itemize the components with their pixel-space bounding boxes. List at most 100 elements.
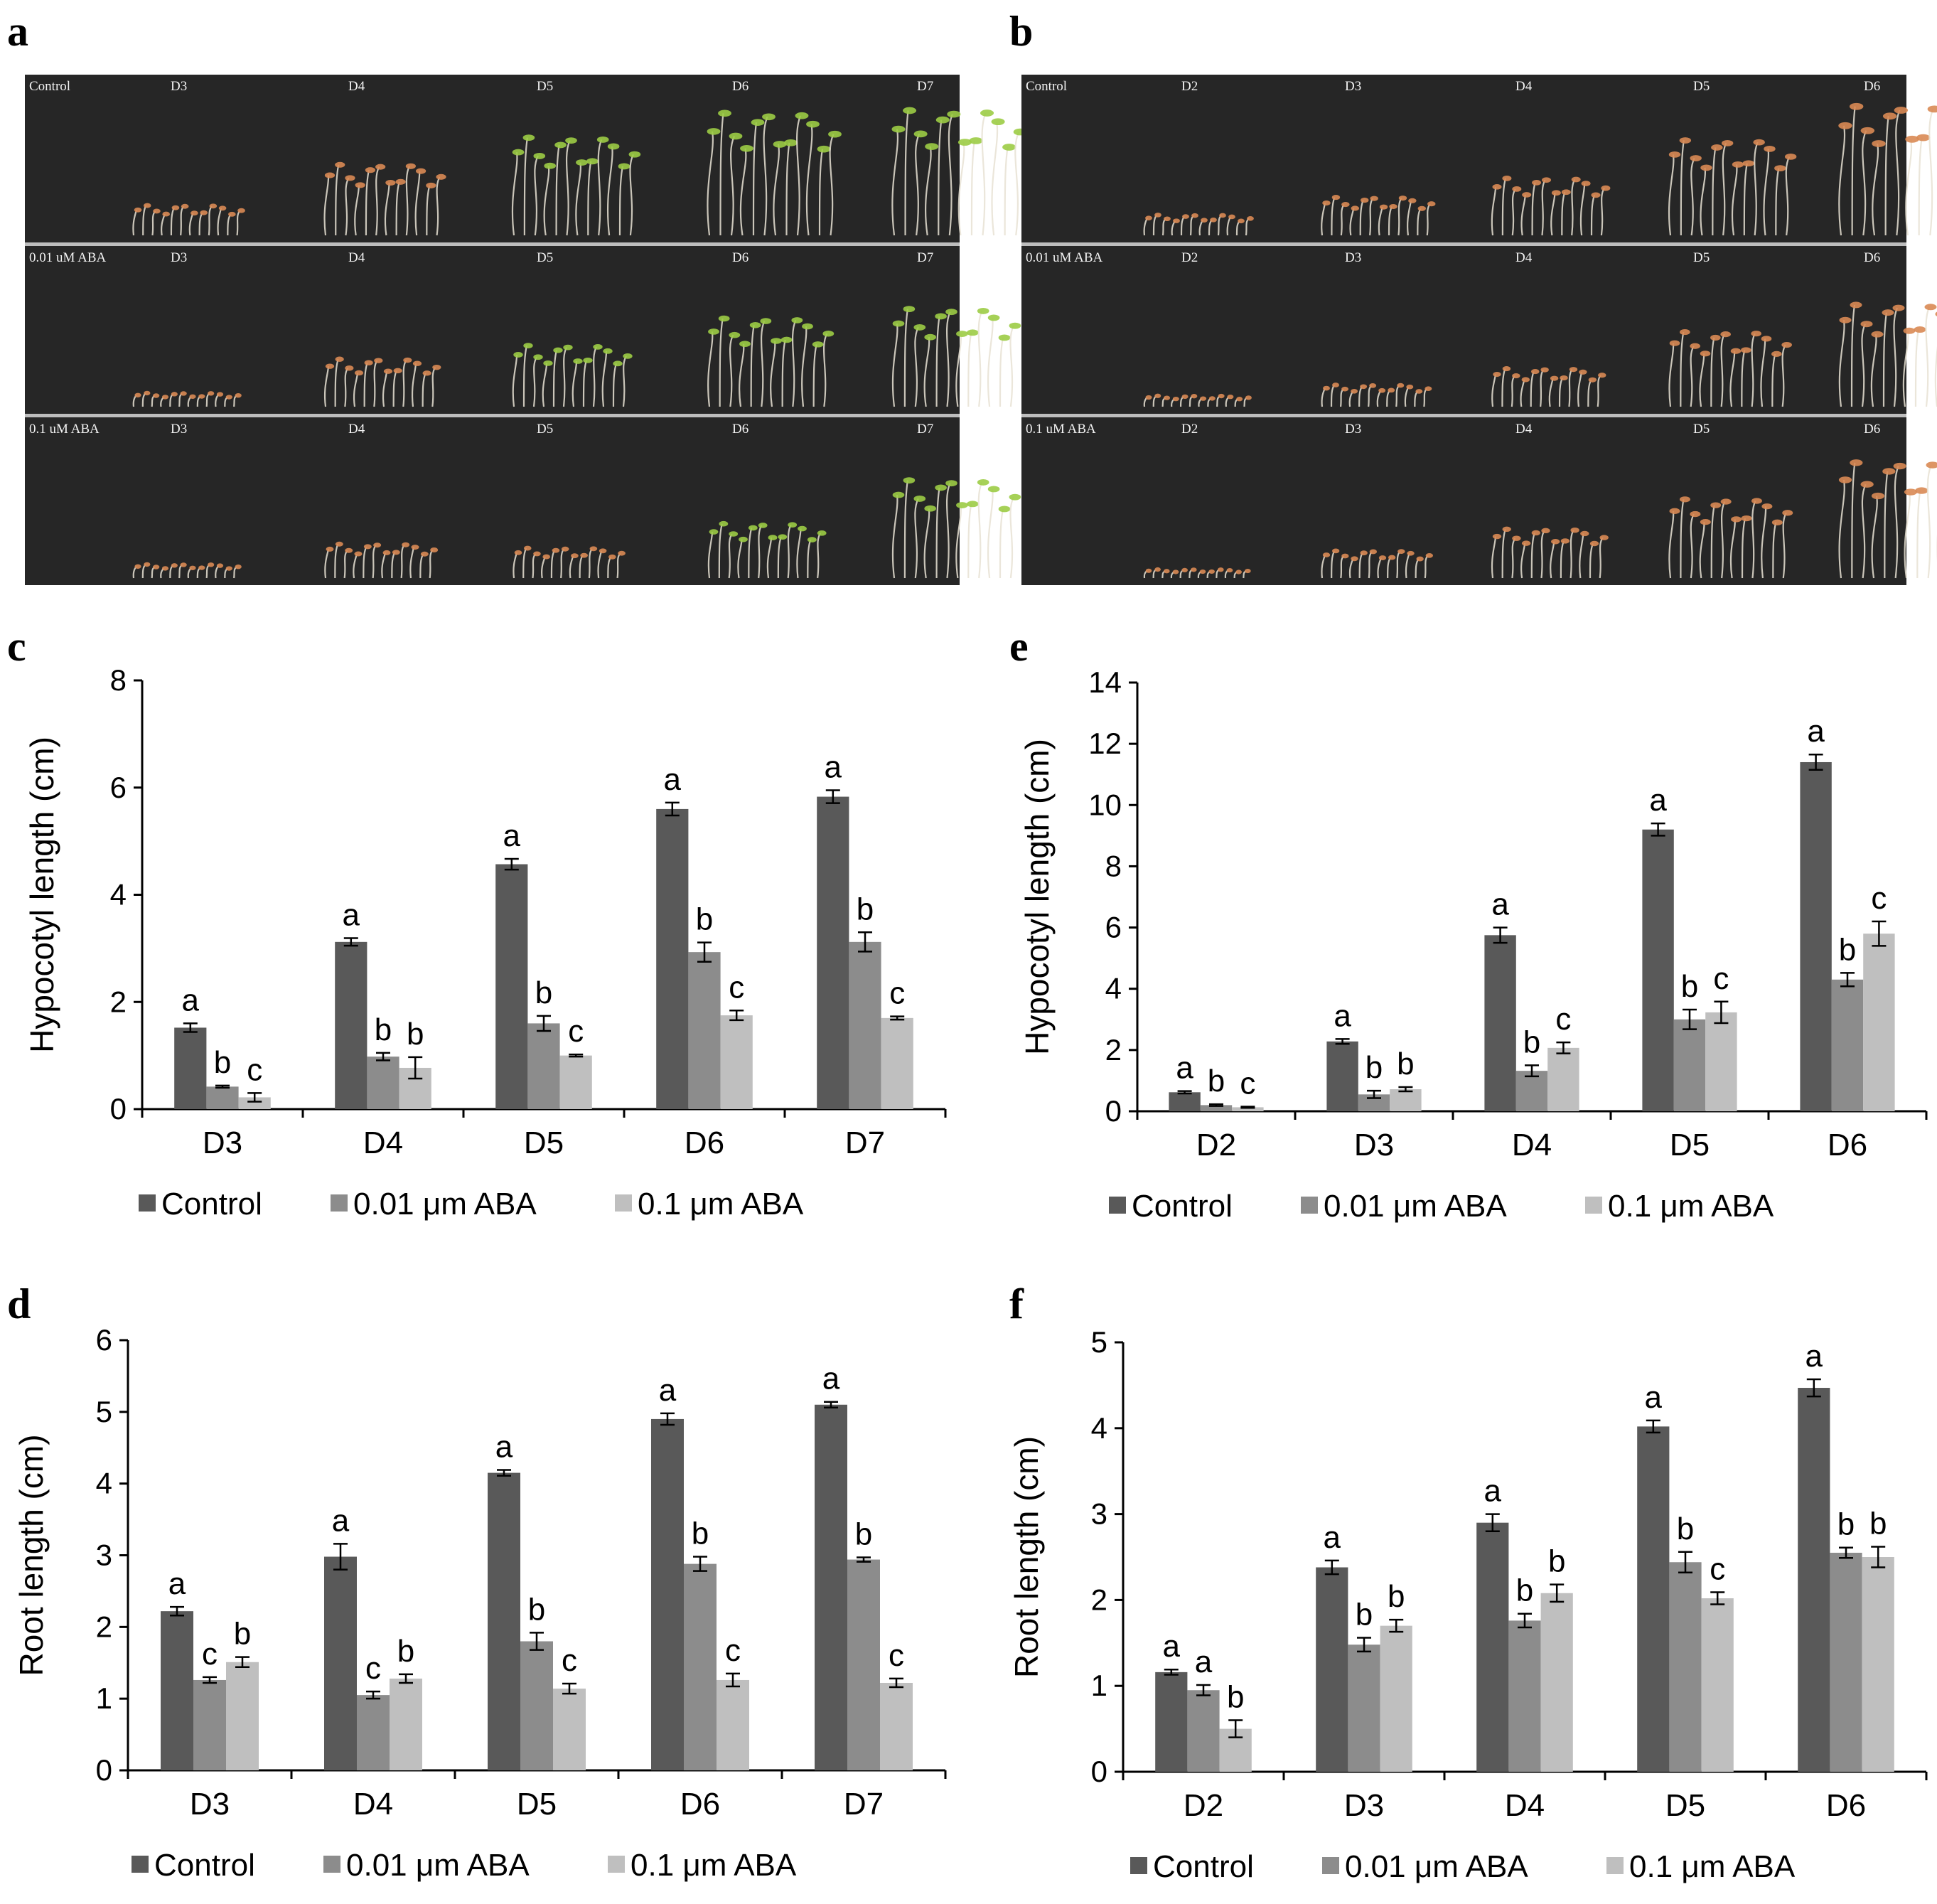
legend-swatch bbox=[323, 1856, 340, 1873]
x-tick-label: D6 bbox=[1826, 1788, 1866, 1823]
y-tick-label: 0 bbox=[1105, 1094, 1122, 1128]
bar bbox=[1863, 934, 1895, 1111]
bar bbox=[1476, 1522, 1509, 1772]
significance-letter: b bbox=[535, 975, 552, 1010]
bar bbox=[1348, 1644, 1380, 1772]
seedling-cluster bbox=[511, 134, 641, 236]
significance-letter: a bbox=[1195, 1644, 1213, 1679]
seedling-cluster bbox=[1143, 567, 1251, 579]
seedling-cluster bbox=[323, 161, 446, 236]
y-axis-label: Hypocotyl length (cm) bbox=[23, 737, 60, 1053]
bar bbox=[684, 1563, 717, 1770]
legend-swatch bbox=[139, 1194, 156, 1212]
significance-letter: b bbox=[857, 892, 874, 926]
y-axis-label: Root length (cm) bbox=[1008, 1436, 1045, 1678]
y-tick-label: 8 bbox=[1105, 849, 1122, 882]
x-tick-label: D5 bbox=[517, 1787, 557, 1822]
seedling-cluster bbox=[1838, 459, 1937, 579]
significance-letter: a bbox=[1491, 887, 1509, 922]
x-tick-label: D6 bbox=[1828, 1128, 1867, 1162]
bar bbox=[1800, 761, 1832, 1111]
significance-letter: b bbox=[1227, 1680, 1244, 1715]
photo-day-label: D7 bbox=[917, 79, 934, 94]
x-tick-label: D6 bbox=[680, 1787, 720, 1822]
bar bbox=[880, 1682, 913, 1770]
y-tick-label: 0 bbox=[1091, 1755, 1107, 1788]
significance-letter: a bbox=[822, 1362, 840, 1396]
x-tick-label: D7 bbox=[844, 1787, 884, 1822]
x-tick-label: D5 bbox=[524, 1125, 564, 1160]
x-tick-label: D7 bbox=[845, 1125, 885, 1160]
photo-day-label: D4 bbox=[1515, 250, 1533, 265]
seedling-cluster bbox=[891, 477, 1021, 579]
y-tick-label: 4 bbox=[110, 878, 127, 911]
significance-letter: c bbox=[202, 1637, 218, 1672]
legend-label: Control bbox=[161, 1187, 262, 1221]
significance-letter: b bbox=[1516, 1573, 1533, 1608]
bar bbox=[553, 1689, 586, 1770]
y-tick-label: 2 bbox=[1105, 1033, 1122, 1066]
bar bbox=[390, 1678, 422, 1770]
x-tick-label: D4 bbox=[353, 1787, 393, 1822]
photo-day-label: D5 bbox=[537, 79, 554, 94]
bar bbox=[1669, 1562, 1702, 1772]
y-tick-label: 6 bbox=[110, 771, 127, 804]
y-tick-label: 2 bbox=[110, 985, 127, 1018]
photo-row-divider bbox=[1021, 414, 1906, 417]
bar bbox=[1540, 1593, 1573, 1772]
bar bbox=[1705, 1012, 1737, 1111]
legend-swatch bbox=[132, 1856, 149, 1873]
legend-label: 0.01 μm ABA bbox=[346, 1848, 530, 1883]
bar bbox=[1155, 1672, 1188, 1772]
y-tick-label: 14 bbox=[1088, 665, 1122, 699]
seedling-cluster bbox=[132, 562, 242, 579]
photo-day-label: D3 bbox=[1345, 250, 1362, 265]
significance-letter: c bbox=[725, 1633, 741, 1668]
seedling-cluster bbox=[132, 203, 245, 236]
significance-letter: a bbox=[664, 762, 682, 797]
bar bbox=[1390, 1089, 1422, 1111]
y-tick-label: 4 bbox=[1091, 1411, 1107, 1445]
significance-letter: a bbox=[1176, 1051, 1193, 1086]
bar bbox=[1200, 1105, 1233, 1111]
y-tick-label: 5 bbox=[1091, 1325, 1107, 1359]
legend-label: 0.01 μm ABA bbox=[353, 1187, 537, 1221]
photo-day-label: D4 bbox=[348, 422, 365, 437]
x-tick-label: D2 bbox=[1196, 1128, 1236, 1162]
significance-letter: b bbox=[1681, 969, 1698, 1004]
legend-swatch bbox=[1606, 1857, 1624, 1874]
bar bbox=[1169, 1092, 1201, 1111]
significance-letter: a bbox=[825, 750, 842, 785]
legend-swatch bbox=[1109, 1197, 1126, 1214]
y-tick-label: 5 bbox=[96, 1395, 112, 1428]
legend-label: 0.1 μm ABA bbox=[638, 1187, 804, 1221]
bar bbox=[324, 1556, 357, 1770]
photo-day-label: D4 bbox=[348, 250, 365, 265]
bar bbox=[226, 1662, 259, 1770]
seedling-cluster bbox=[1143, 213, 1254, 236]
y-tick-label: 6 bbox=[96, 1323, 112, 1357]
significance-letter: a bbox=[503, 818, 521, 853]
significance-letter: a bbox=[1484, 1474, 1502, 1509]
y-tick-label: 12 bbox=[1088, 727, 1122, 760]
bar bbox=[1830, 1552, 1862, 1772]
legend-label: 0.1 μm ABA bbox=[631, 1848, 797, 1883]
seedling-cluster bbox=[132, 390, 242, 407]
photo-day-label: D5 bbox=[1693, 250, 1710, 265]
x-tick-label: D3 bbox=[190, 1787, 230, 1822]
y-tick-label: 3 bbox=[96, 1539, 112, 1572]
panel-label-c: c bbox=[7, 623, 26, 670]
seedling-cluster bbox=[323, 356, 441, 407]
y-tick-label: 4 bbox=[1105, 972, 1122, 1005]
significance-letter: c bbox=[889, 1638, 904, 1673]
legend-label: 0.1 μm ABA bbox=[1629, 1849, 1796, 1884]
significance-letter: b bbox=[1397, 1047, 1414, 1081]
bar bbox=[847, 1559, 880, 1770]
significance-letter: c bbox=[1713, 961, 1729, 996]
bar bbox=[193, 1679, 226, 1770]
y-tick-label: 1 bbox=[1091, 1669, 1107, 1702]
significance-letter: a bbox=[1324, 1520, 1341, 1555]
y-tick-label: 0 bbox=[96, 1753, 112, 1787]
y-axis-label: Hypocotyl length (cm) bbox=[1019, 739, 1056, 1055]
bar bbox=[1862, 1557, 1894, 1772]
